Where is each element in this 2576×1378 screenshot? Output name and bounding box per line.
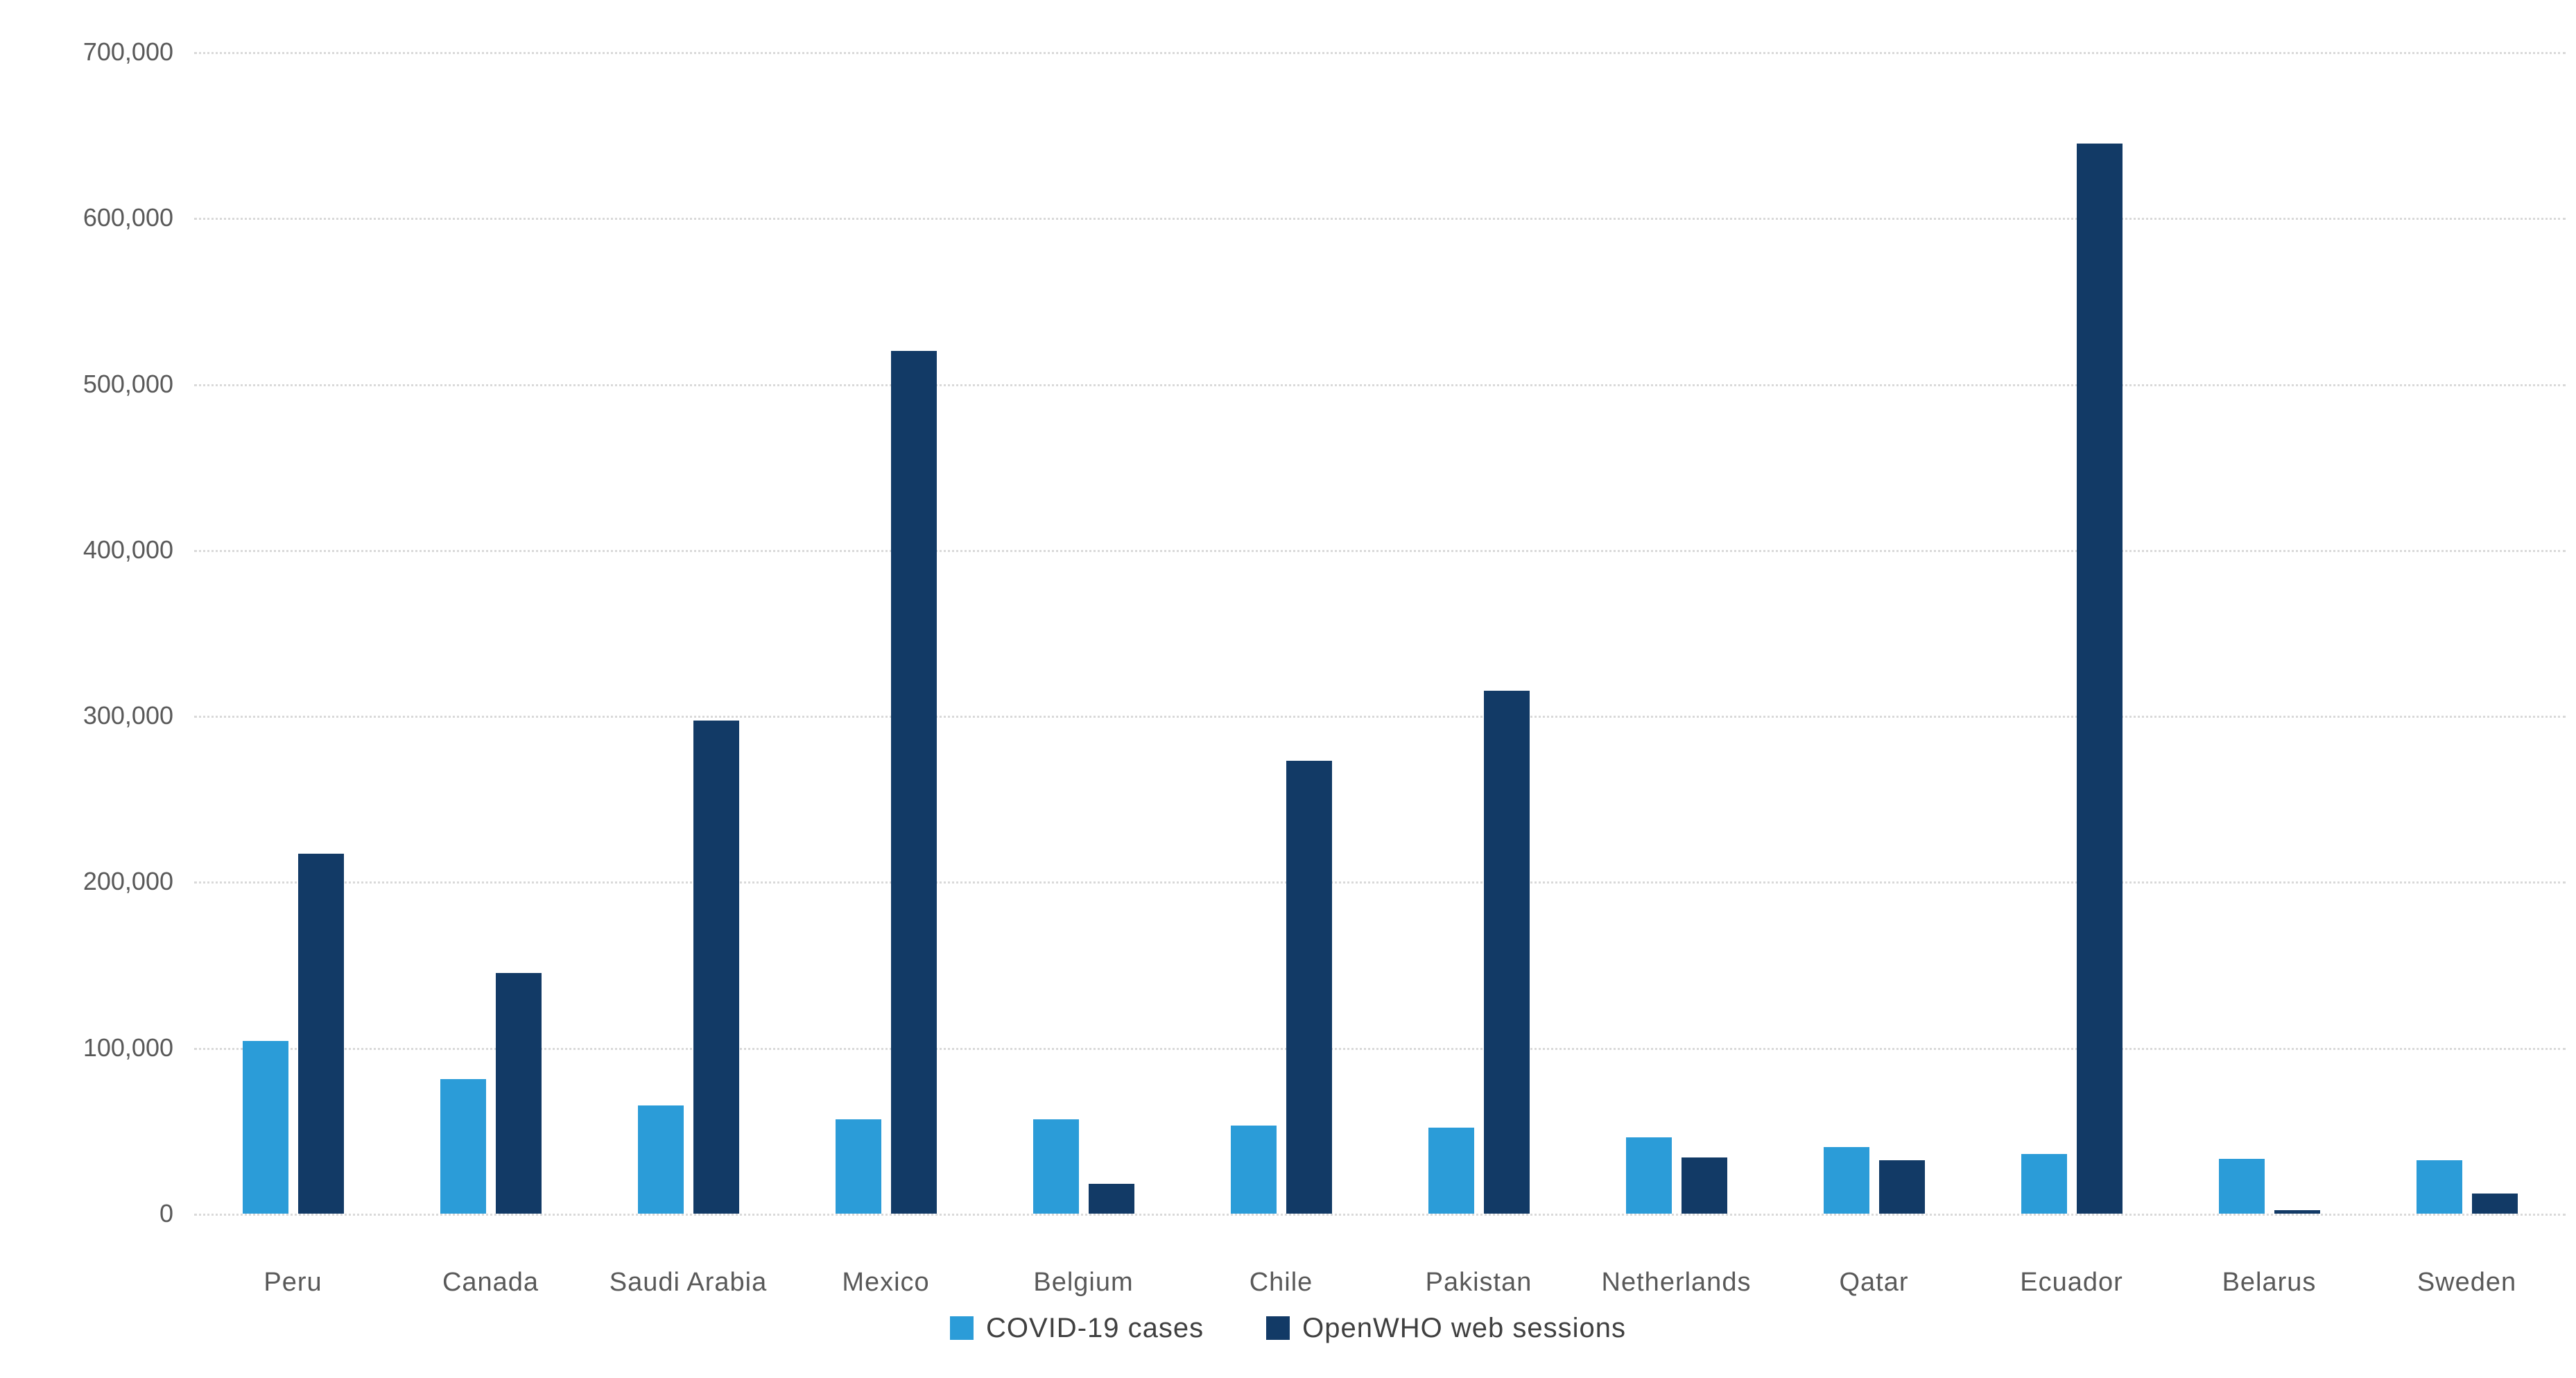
bar-netherlands-cases [1625, 1137, 1672, 1214]
y-tick-label: 400,000 [83, 535, 173, 564]
legend-swatch-icon [1266, 1316, 1290, 1340]
bar-saudi-arabia-cases [637, 1105, 684, 1214]
x-category-label-belarus: Belarus [2222, 1268, 2317, 1297]
bar-qatar-sessions [1878, 1160, 1925, 1214]
x-category-label-ecuador: Ecuador [2020, 1268, 2123, 1297]
x-category-label-canada: Canada [442, 1268, 539, 1297]
bar-mexico-sessions [890, 350, 937, 1214]
bar-ecuador-sessions [2076, 143, 2123, 1214]
legend-label: COVID-19 cases [986, 1313, 1204, 1343]
bar-saudi-arabia-sessions [693, 721, 739, 1214]
bar-belgium-cases [1032, 1119, 1079, 1214]
gridline-400,000 [194, 549, 2566, 552]
gridline-600,000 [194, 218, 2566, 221]
bar-belarus-cases [2218, 1159, 2265, 1214]
gridline-0 [194, 1214, 2566, 1216]
x-category-label-netherlands: Netherlands [1601, 1268, 1752, 1297]
y-tick-label: 0 [159, 1199, 173, 1228]
bar-peru-cases [242, 1041, 288, 1214]
y-tick-label: 200,000 [83, 867, 173, 896]
bar-chile-sessions [1286, 760, 1332, 1214]
legend-swatch-icon [950, 1316, 974, 1340]
y-tick-label: 100,000 [83, 1033, 173, 1062]
bar-qatar-cases [1823, 1147, 1869, 1214]
legend-item-openwho-web-sessions: OpenWHO web sessions [1266, 1314, 1626, 1342]
bar-pakistan-sessions [1483, 691, 1530, 1214]
x-category-label-peru: Peru [263, 1268, 322, 1297]
x-category-label-sweden: Sweden [2417, 1268, 2517, 1297]
x-category-label-chile: Chile [1249, 1268, 1313, 1297]
x-category-label-qatar: Qatar [1839, 1268, 1909, 1297]
legend-label: OpenWHO web sessions [1302, 1313, 1626, 1343]
y-tick-label: 700,000 [83, 37, 173, 66]
y-tick-label: 300,000 [83, 701, 173, 730]
bar-netherlands-sessions [1681, 1157, 1727, 1214]
gridline-700,000 [194, 52, 2566, 54]
bar-canada-sessions [495, 973, 542, 1214]
x-category-label-mexico: Mexico [842, 1268, 930, 1297]
bar-chile-cases [1230, 1126, 1277, 1214]
bar-sweden-sessions [2471, 1194, 2518, 1214]
bar-pakistan-cases [1428, 1127, 1474, 1214]
bar-belgium-sessions [1088, 1183, 1134, 1214]
bar-belarus-sessions [2274, 1210, 2320, 1214]
bar-ecuador-cases [2021, 1153, 2067, 1214]
gridline-500,000 [194, 384, 2566, 386]
gridline-200,000 [194, 881, 2566, 884]
x-category-label-belgium: Belgium [1033, 1268, 1134, 1297]
y-tick-label: 600,000 [83, 203, 173, 232]
bar-sweden-cases [2416, 1160, 2462, 1214]
x-category-label-saudi-arabia: Saudi Arabia [609, 1268, 768, 1297]
bar-mexico-cases [835, 1119, 881, 1214]
gridline-300,000 [194, 716, 2566, 718]
y-tick-label: 500,000 [83, 369, 173, 398]
bar-canada-cases [440, 1079, 486, 1214]
x-category-label-pakistan: Pakistan [1425, 1268, 1532, 1297]
gridline-100,000 [194, 1047, 2566, 1050]
legend: COVID-19 cases OpenWHO web sessions [0, 1314, 2576, 1342]
bar-peru-sessions [297, 853, 344, 1214]
legend-item-covid-19-cases: COVID-19 cases [950, 1314, 1204, 1342]
